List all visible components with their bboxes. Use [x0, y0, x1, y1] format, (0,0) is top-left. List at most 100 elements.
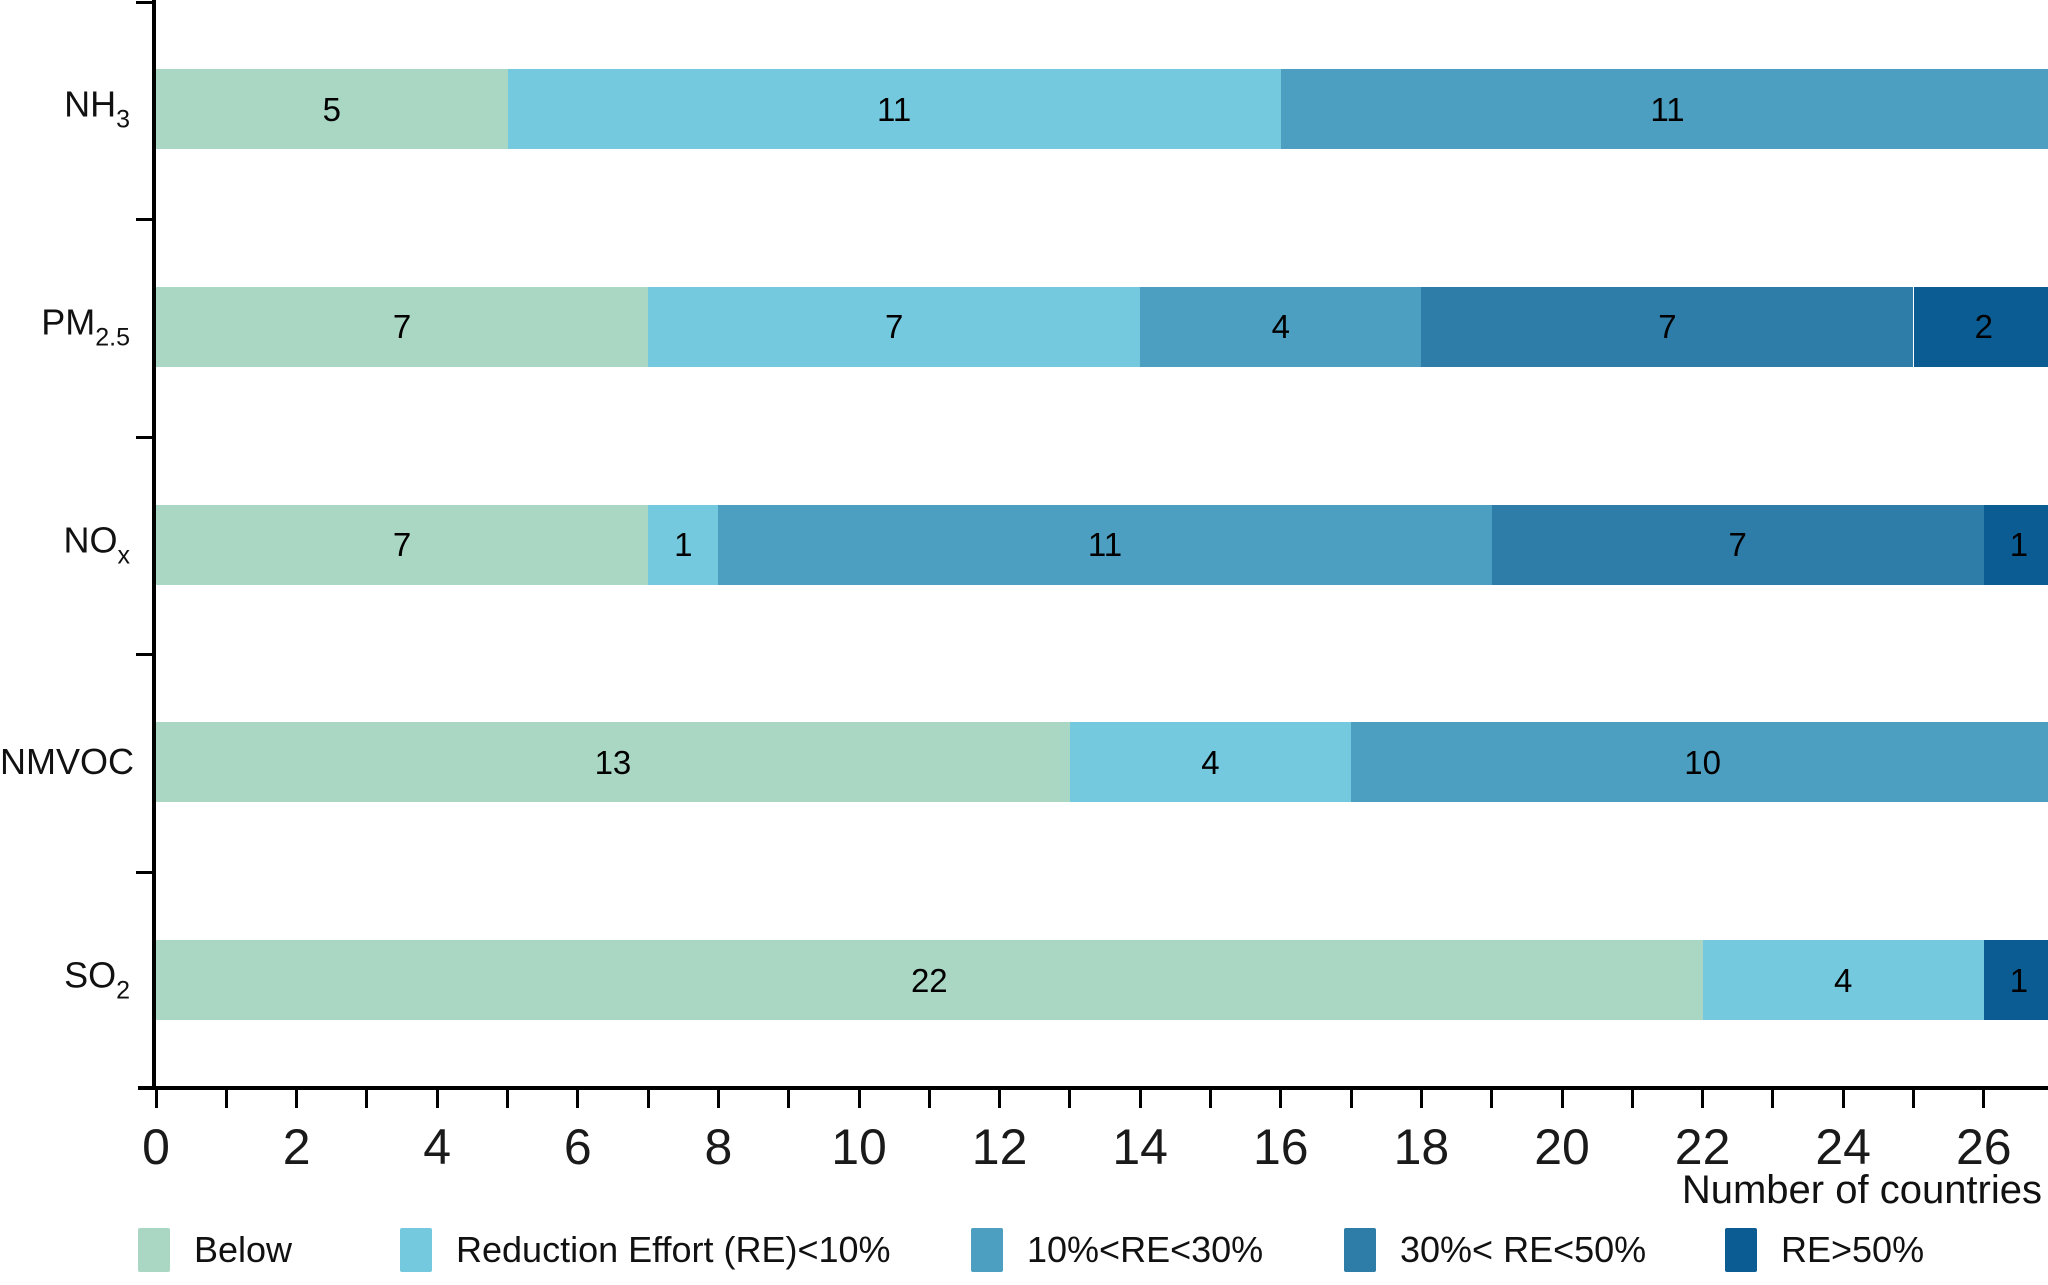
legend-label: Reduction Effort (RE)<10% [456, 1229, 891, 1270]
bar-segment-so2-series0: 22 [156, 940, 1703, 1020]
bar-segment-pm25-series3: 7 [1421, 286, 1914, 367]
segment-value-label: 2 [1974, 308, 1993, 346]
segment-value-label: 11 [1650, 90, 1685, 128]
x-axis-title: Number of countries [1681, 1168, 2042, 1212]
segment-value-label: 7 [392, 308, 412, 346]
bar-segment-nmvoc-series1: 4 [1069, 722, 1352, 803]
segment-value-label: 1 [674, 526, 693, 563]
category-subscript: 2 [116, 976, 130, 1005]
bar-segment-nox-series2: 11 [718, 504, 1492, 585]
bar-segment-pm25-series1: 7 [648, 286, 1141, 367]
x-axis-tick-label: 6 [563, 1119, 592, 1175]
x-axis-tick-label: 10 [831, 1119, 887, 1175]
segment-value-label: 4 [1834, 961, 1853, 999]
category-subscript: x [117, 541, 131, 569]
segment-value-label: 4 [1201, 743, 1220, 781]
legend-item-1: Reduction Effort (RE)<10% [400, 1228, 891, 1272]
category-text: NH [64, 83, 117, 125]
x-axis-tick [506, 1090, 509, 1108]
x-axis-tick [435, 1090, 439, 1108]
x-axis-tick [646, 1090, 650, 1108]
x-axis-tick-label: 26 [1955, 1119, 2012, 1175]
x-axis-tick [1701, 1090, 1705, 1108]
x-axis-tick-label: 2 [282, 1119, 311, 1175]
legend-label: 30%< RE<50% [1400, 1229, 1647, 1270]
segment-value-label: 5 [322, 90, 341, 128]
y-axis-tick [136, 871, 153, 875]
x-axis-tick [1490, 1090, 1494, 1108]
category-text: NMVOC [0, 741, 134, 783]
x-axis-tick-label: 14 [1112, 1119, 1168, 1175]
legend-label: RE>50% [1781, 1229, 1925, 1270]
x-axis-tick [224, 1090, 228, 1108]
x-axis-tick-label: 24 [1815, 1119, 1871, 1175]
legend-swatch [1344, 1228, 1376, 1272]
x-axis-tick [998, 1090, 1002, 1108]
category-subscript: 2.5 [95, 323, 130, 352]
legend-label: Below [194, 1229, 293, 1270]
legend-item-4: RE>50% [1725, 1228, 1924, 1272]
x-axis-tick [1419, 1090, 1423, 1108]
category-label-nmvoc: NMVOC [0, 741, 134, 783]
bar-segment-so2-series1: 4 [1702, 940, 1984, 1020]
legend-swatch [971, 1228, 1003, 1272]
x-axis-tick-label: 22 [1674, 1119, 1731, 1175]
x-axis-tick-label: 12 [971, 1119, 1028, 1175]
x-axis-tick [927, 1090, 931, 1108]
bar-segment-nox-series1: 1 [648, 504, 719, 585]
bar-segment-nox-series0: 7 [156, 504, 649, 585]
segment-value-label: 10 [1684, 743, 1721, 781]
x-axis-tick-label: 16 [1252, 1119, 1309, 1175]
bar-segment-nox-series3: 7 [1491, 504, 1984, 585]
x-axis-tick [1841, 1090, 1845, 1108]
y-axis-line [152, 0, 156, 1090]
category-text: NO [63, 519, 118, 560]
x-axis-tick [1630, 1090, 1634, 1108]
x-axis-tick-label: 20 [1534, 1119, 1590, 1175]
x-axis-tick [787, 1090, 791, 1108]
legend-item-3: 30%< RE<50% [1344, 1228, 1646, 1272]
bar-segment-nh3-series1: 11 [507, 69, 1281, 149]
x-axis-tick [1349, 1090, 1353, 1108]
x-axis-tick-label: 18 [1393, 1119, 1450, 1175]
bar-segment-nmvoc-series2: 10 [1351, 722, 2048, 803]
category-label-pm25: PM2.5 [0, 301, 130, 352]
segment-value-label: 1 [2009, 961, 2029, 999]
bar-segment-pm25-series0: 7 [156, 286, 649, 367]
x-axis-tick-label: 4 [423, 1119, 452, 1175]
x-axis-tick-label: 8 [704, 1119, 733, 1175]
x-axis-tick [154, 1090, 158, 1108]
bar-segment-nox-series4: 1 [1983, 504, 2048, 585]
x-axis-tick [1560, 1090, 1564, 1108]
x-axis-tick [1279, 1090, 1283, 1108]
bar-segment-pm25-series4: 2 [1913, 286, 2048, 367]
x-axis-line [138, 1086, 2048, 1090]
bar-segment-nh3-series0: 5 [156, 69, 508, 149]
x-axis-tick-label: 0 [142, 1119, 170, 1175]
legend-item-2: 10%<RE<30% [971, 1228, 1263, 1272]
category-text: SO [64, 954, 117, 996]
legend-label: 10%<RE<30% [1027, 1229, 1264, 1270]
x-axis-tick [365, 1090, 369, 1108]
segment-value-label: 7 [884, 308, 904, 346]
y-axis-tick [136, 435, 153, 439]
legend-swatch [400, 1228, 432, 1272]
bar-segment-nmvoc-series0: 13 [156, 722, 1070, 803]
category-subscript: 3 [116, 105, 130, 134]
segment-value-label: 11 [877, 90, 912, 128]
x-axis-tick [1912, 1090, 1915, 1108]
segment-value-label: 13 [594, 743, 632, 781]
bar-segment-pm25-series2: 4 [1140, 286, 1422, 367]
x-axis-tick [1771, 1090, 1775, 1108]
segment-value-label: 4 [1271, 308, 1290, 346]
x-axis-tick [295, 1090, 299, 1108]
x-axis-tick [1138, 1090, 1142, 1108]
bar-segment-so2-series4: 1 [1983, 940, 2048, 1020]
y-axis-tick [136, 653, 153, 657]
x-axis-tick [1982, 1090, 1986, 1108]
x-axis-tick [716, 1090, 720, 1108]
legend-swatch [1725, 1228, 1757, 1272]
segment-value-label: 11 [1087, 526, 1123, 563]
x-axis-tick [1068, 1090, 1072, 1108]
